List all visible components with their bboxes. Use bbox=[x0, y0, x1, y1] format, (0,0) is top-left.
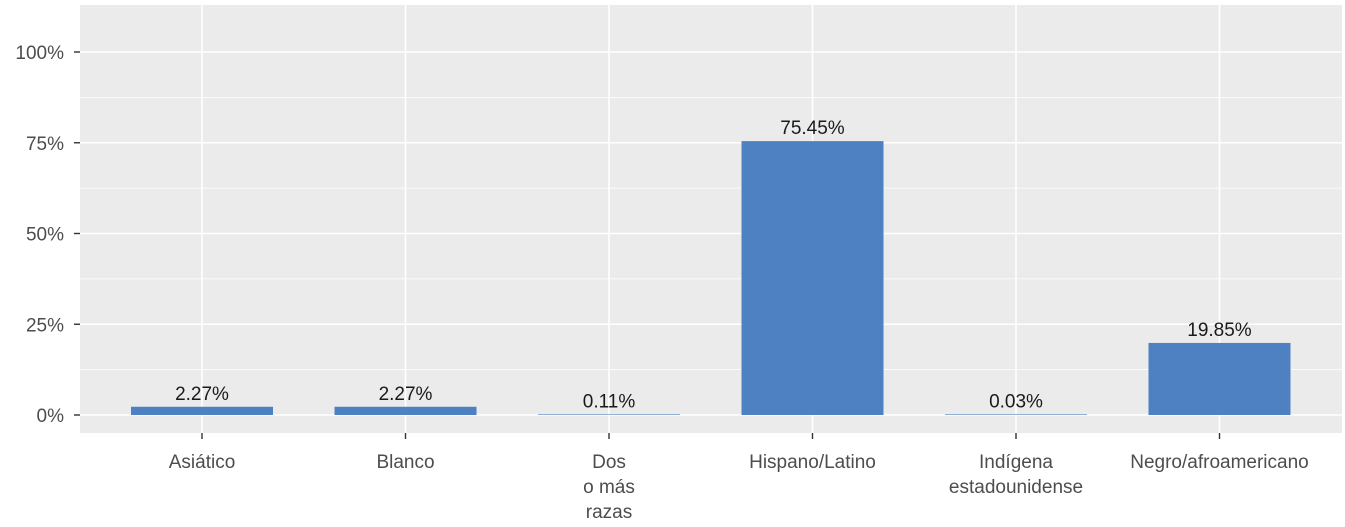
x-tick-label: Dos o más razas bbox=[583, 452, 635, 523]
x-tick-label: Blanco bbox=[376, 452, 434, 473]
data-labels: 2.27% 2.27% 0.11% 75.45% 0.03% 19.85% bbox=[175, 118, 1252, 412]
data-label: 2.27% bbox=[379, 384, 433, 405]
x-tick-label-line: o más bbox=[583, 477, 635, 498]
data-label: 2.27% bbox=[175, 384, 229, 405]
x-tick-label-line: Blanco bbox=[376, 452, 434, 473]
y-tick-label: 50% bbox=[26, 225, 64, 246]
data-label: 0.11% bbox=[583, 391, 636, 412]
x-tick-label-line: Asiático bbox=[169, 452, 236, 473]
data-label: 19.85% bbox=[1187, 320, 1252, 341]
plot-panel bbox=[80, 5, 1342, 433]
y-tick-label: 0% bbox=[37, 406, 65, 427]
x-tick-label-line: Dos bbox=[592, 452, 626, 473]
data-label: 75.45% bbox=[780, 118, 845, 139]
x-tick-label: Negro/afroamericano bbox=[1130, 452, 1308, 473]
data-label: 0.03% bbox=[989, 391, 1043, 412]
y-axis: 0% 25% 50% 75% 100% bbox=[15, 43, 80, 427]
x-tick-label-line: Negro/afroamericano bbox=[1130, 452, 1308, 473]
bar bbox=[945, 414, 1087, 415]
y-tick-label: 75% bbox=[26, 134, 64, 155]
x-tick-label-line: razas bbox=[586, 502, 632, 523]
y-tick-label: 100% bbox=[15, 43, 64, 64]
x-tick-label: Asiático bbox=[169, 452, 236, 473]
bar bbox=[334, 406, 477, 415]
bar bbox=[131, 406, 273, 415]
bars bbox=[131, 141, 1291, 415]
x-tick-label: Indígena estadounidense bbox=[949, 452, 1083, 498]
y-tick-label: 25% bbox=[26, 315, 64, 336]
x-tick-label-line: estadounidense bbox=[949, 477, 1083, 498]
grid-lines bbox=[80, 5, 1342, 433]
bar bbox=[741, 141, 884, 415]
bar bbox=[1148, 342, 1291, 415]
x-tick-label: Hispano/Latino bbox=[749, 452, 876, 473]
bar bbox=[538, 414, 680, 415]
x-tick-label-line: Indígena bbox=[979, 452, 1053, 473]
x-axis: Asiático Blanco Dos o más razas Hispano/Latin… bbox=[169, 433, 1309, 523]
x-tick-label-line: Hispano/Latino bbox=[749, 452, 876, 473]
